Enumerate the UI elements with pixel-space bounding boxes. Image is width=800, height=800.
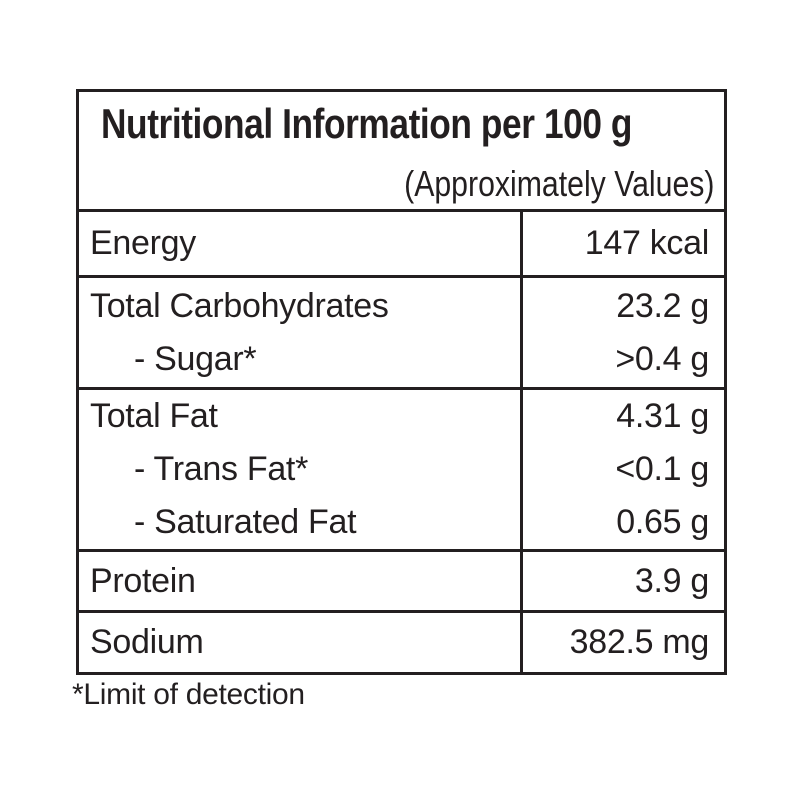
nutrient-value-cell: 382.5 mg	[520, 613, 724, 672]
nutrient-name-cell: Total Carbohydrates - Sugar*	[79, 278, 520, 387]
table-row: Protein 3.9 g	[79, 549, 724, 610]
table-title: Nutritional Information per 100 g	[101, 99, 633, 147]
table-row: Total Fat - Trans Fat* - Saturated Fat 4.31…	[79, 387, 724, 549]
nutrient-label: Energy	[90, 224, 196, 262]
table-row: Sodium 382.5 mg	[79, 610, 724, 672]
nutrient-label: Total Fat	[90, 397, 218, 435]
nutrient-label: Protein	[90, 561, 196, 600]
nutrient-name-cell: Energy	[79, 212, 520, 275]
nutrient-name-cell: Total Fat - Trans Fat* - Saturated Fat	[79, 390, 520, 549]
nutrient-value-cell: 23.2 g >0.4 g	[520, 278, 724, 387]
nutrient-value: >0.4 g	[615, 339, 709, 378]
nutrient-value-cell: 3.9 g	[520, 552, 724, 610]
table-subtitle: (Approximately Values)	[403, 162, 714, 204]
nutrient-label: - Sugar*	[134, 339, 257, 378]
nutrition-table: Nutritional Information per 100 g (Appro…	[76, 89, 727, 675]
nutrient-label: - Saturated Fat	[134, 503, 357, 541]
nutrient-value-cell: 4.31 g <0.1 g 0.65 g	[520, 390, 724, 549]
nutrient-label: - Trans Fat*	[134, 450, 309, 488]
table-subtitle-row: (Approximately Values)	[101, 161, 714, 215]
nutrient-value: 382.5 mg	[569, 623, 710, 661]
nutrition-table-body: Energy 147 kcal Total Carbohydrates - Sugar…	[79, 209, 724, 672]
nutrient-value: 3.9 g	[634, 561, 709, 600]
footnote: *Limit of detection	[72, 678, 305, 711]
nutrient-name-cell: Protein	[79, 552, 520, 610]
table-row: Energy 147 kcal	[79, 209, 724, 275]
table-title-row: Nutritional Information per 100 g	[101, 97, 714, 161]
nutrient-value: <0.1 g	[615, 450, 709, 488]
nutrient-label: Sodium	[90, 623, 204, 661]
nutrient-value-cell: 147 kcal	[520, 212, 724, 275]
nutrient-value: 0.65 g	[616, 503, 709, 541]
nutrient-label: Total Carbohydrates	[90, 286, 389, 325]
nutrient-value: 23.2 g	[616, 286, 709, 325]
table-row: Total Carbohydrates - Sugar* 23.2 g >0.4 g	[79, 275, 724, 387]
nutrient-value: 4.31 g	[616, 397, 709, 435]
nutrient-value: 147 kcal	[584, 224, 710, 262]
nutrient-name-cell: Sodium	[79, 613, 520, 672]
table-header: Nutritional Information per 100 g (Appro…	[79, 92, 724, 209]
